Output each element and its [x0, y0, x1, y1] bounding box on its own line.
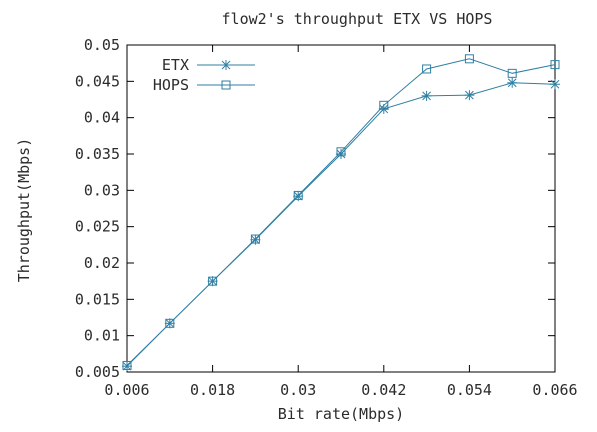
plot-frame — [126, 44, 556, 373]
series-line-etx — [126, 82, 556, 367]
data-point-hops — [250, 234, 260, 244]
data-point-etx — [550, 79, 560, 90]
x-axis: 0.006 0.018 0.03 0.042 0.054 0.066 — [104, 45, 578, 399]
legend-marker-etx — [221, 60, 231, 70]
legend: ETX HOPS — [153, 56, 255, 94]
x-tick-label: 0.03 — [280, 381, 316, 399]
y-tick-label: 0.015 — [75, 290, 120, 308]
y-tick-label: 0.05 — [84, 36, 120, 54]
data-point-hops — [293, 190, 303, 200]
x-tick-label: 0.018 — [190, 381, 235, 399]
x-tick-label: 0.054 — [447, 381, 492, 399]
y-tick-label: 0.04 — [84, 109, 120, 127]
series-layer — [122, 54, 560, 372]
data-point-hops — [122, 360, 132, 370]
data-point-etx — [336, 149, 346, 159]
x-tick-label: 0.006 — [104, 381, 149, 399]
data-point-hops — [208, 276, 218, 286]
data-point-hops — [379, 100, 389, 110]
x-tick-label: 0.066 — [532, 381, 577, 399]
data-point-hops — [507, 68, 517, 78]
y-tick-label: 0.03 — [84, 181, 120, 199]
y-tick-label: 0.035 — [75, 145, 120, 163]
legend-label-hops: HOPS — [153, 76, 189, 94]
data-point-etx — [421, 90, 432, 101]
x-axis-title: Bit rate(Mbps) — [278, 405, 404, 423]
y-tick-label: 0.01 — [84, 327, 120, 345]
y-tick-label: 0.025 — [75, 218, 120, 236]
chart-title: flow2's throughput ETX VS HOPS — [222, 10, 493, 28]
series-line-hops — [126, 58, 556, 366]
data-point-hops — [165, 318, 175, 328]
data-point-etx — [464, 90, 475, 101]
data-point-hops — [336, 147, 346, 157]
legend-label-etx: ETX — [162, 56, 189, 74]
y-tick-label: 0.005 — [75, 363, 120, 381]
data-point-hops — [464, 54, 474, 64]
data-point-hops — [422, 64, 432, 74]
legend-marker-hops — [221, 80, 231, 90]
data-point-hops — [550, 60, 560, 70]
x-tick-label: 0.042 — [361, 381, 406, 399]
y-tick-label: 0.02 — [84, 254, 120, 272]
y-axis: 0.005 0.01 0.015 0.02 0.025 0.03 0.035 0.04 0.04… — [75, 36, 555, 381]
data-point-etx — [507, 77, 518, 88]
y-tick-label: 0.045 — [75, 72, 120, 90]
y-axis-title: Throughput(Mbps) — [15, 138, 33, 283]
